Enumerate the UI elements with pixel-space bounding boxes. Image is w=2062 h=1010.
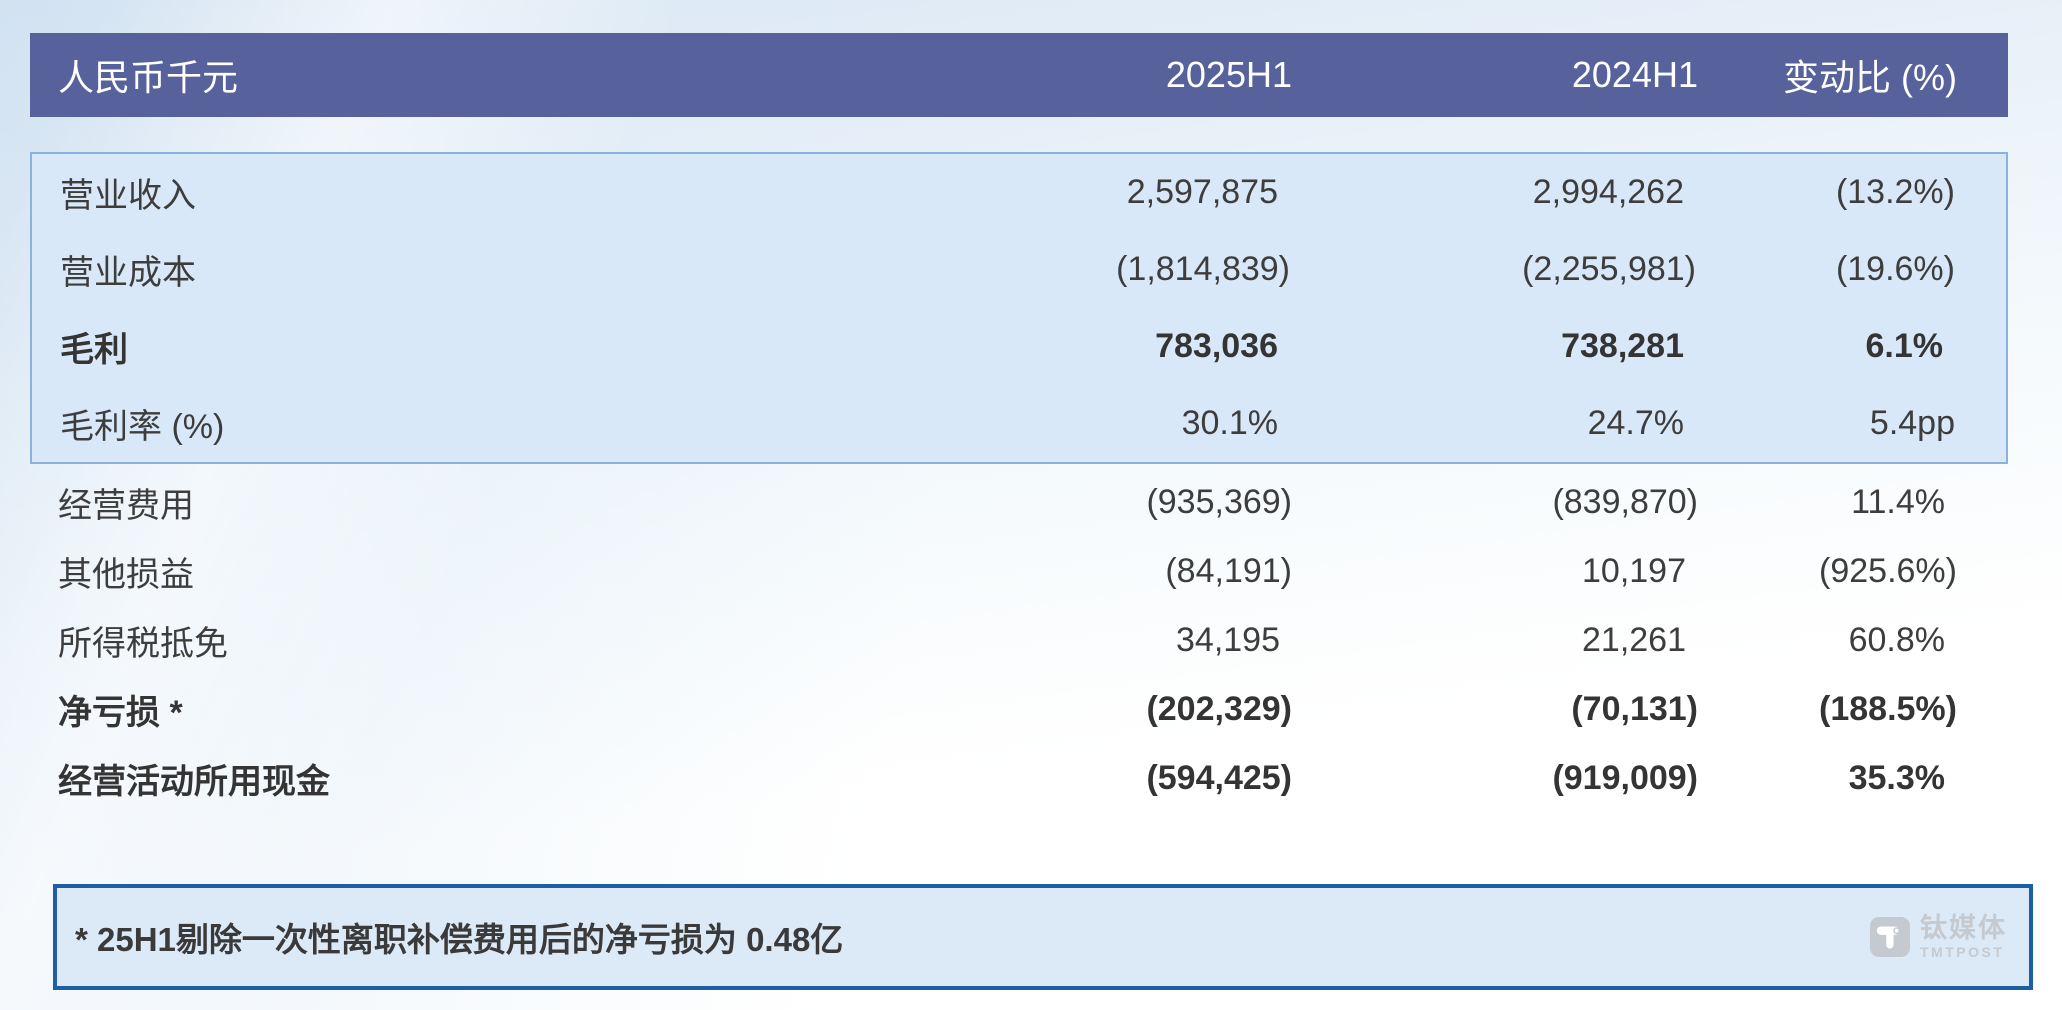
table-body-section: 经营费用 (935,369) (839,870) 11.4% 其他损益 (84,… <box>30 468 2008 813</box>
value-change: 5.4pp <box>1869 404 1955 442</box>
row-label: 经营活动所用现金 <box>58 763 330 801</box>
value-change: (925.6%) <box>1819 552 1957 590</box>
value-2024h1: 21,261 <box>1582 621 1686 659</box>
table-row-other-gains-losses: 其他损益 (84,191) 10,197 (925.6%) <box>30 537 2008 606</box>
value-change: 6.1% <box>1865 327 1944 365</box>
value-2024h1: 738,281 <box>1561 327 1684 365</box>
footnote-box: * 25H1剔除一次性离职补偿费用后的净亏损为 0.48亿 钛媒体 TMTPOS… <box>53 884 2033 990</box>
value-2025h1: 783,036 <box>1155 327 1278 365</box>
column-header-2025h1: 2025H1 <box>1165 54 1292 95</box>
value-change: 35.3% <box>1848 759 1945 797</box>
value-2024h1: 24.7% <box>1587 404 1684 442</box>
value-change: 11.4% <box>1851 483 1945 521</box>
row-label: 所得税抵免 <box>58 625 228 663</box>
value-2024h1: (2,255,981) <box>1522 250 1696 288</box>
value-2024h1: 2,994,262 <box>1532 173 1684 211</box>
table-row-net-loss: 净亏损 * (202,329) (70,131) (188.5%) <box>30 675 2008 744</box>
value-2025h1: 30.1% <box>1181 404 1278 442</box>
value-2024h1: (919,009) <box>1552 759 1698 797</box>
value-2024h1: 10,197 <box>1582 552 1686 590</box>
table-row-revenue: 营业收入 2,597,875 2,994,262 (13.2%) <box>32 154 2006 231</box>
value-2025h1: (202,329) <box>1146 690 1292 728</box>
value-change: (13.2%) <box>1835 173 1955 211</box>
row-label: 净亏损 * <box>58 694 183 732</box>
value-change: (19.6%) <box>1835 250 1955 288</box>
footnote-text: * 25H1剔除一次性离职补偿费用后的净亏损为 0.48亿 <box>75 921 844 958</box>
value-2025h1: (1,814,839) <box>1116 250 1290 288</box>
watermark-text: 钛媒体 TMTPOST <box>1920 913 2007 960</box>
value-2025h1: (84,191) <box>1165 552 1292 590</box>
value-2025h1: (594,425) <box>1146 759 1292 797</box>
unit-label: 人民币千元 <box>58 57 239 98</box>
column-header-2024h1: 2024H1 <box>1571 54 1698 95</box>
row-label: 经营费用 <box>58 487 194 525</box>
value-2024h1: (70,131) <box>1571 690 1698 728</box>
value-change: (188.5%) <box>1819 690 1957 728</box>
table-row-cost: 营业成本 (1,814,839) (2,255,981) (19.6%) <box>32 231 2006 308</box>
table-row-gross-profit: 毛利 783,036 738,281 6.1% <box>32 308 2006 385</box>
row-label: 营业成本 <box>60 254 196 292</box>
tmtpost-watermark: 钛媒体 TMTPOST <box>1870 915 2007 959</box>
column-header-change: 变动比 (%) <box>1783 57 1957 98</box>
value-change: 60.8% <box>1848 621 1945 659</box>
table-header-row: 人民币千元 2025H1 2024H1 变动比 (%) <box>30 33 2008 117</box>
table-row-cash-used-in-operations: 经营活动所用现金 (594,425) (919,009) 35.3% <box>30 744 2008 813</box>
table-row-gross-margin: 毛利率 (%) 30.1% 24.7% 5.4pp <box>32 385 2006 462</box>
table-row-operating-expenses: 经营费用 (935,369) (839,870) 11.4% <box>30 468 2008 537</box>
tmtpost-logo-icon <box>1870 917 1910 957</box>
watermark-cn: 钛媒体 <box>1920 913 2007 943</box>
row-label: 毛利 <box>60 331 128 369</box>
row-label: 营业收入 <box>60 177 196 215</box>
value-2025h1: 2,597,875 <box>1126 173 1278 211</box>
value-2025h1: (935,369) <box>1146 483 1292 521</box>
value-2024h1: (839,870) <box>1552 483 1698 521</box>
value-2025h1: 34,195 <box>1176 621 1280 659</box>
row-label: 毛利率 (%) <box>60 408 225 446</box>
gross-profit-highlight-section: 营业收入 2,597,875 2,994,262 (13.2%) 营业成本 (1… <box>30 152 2008 464</box>
row-label: 其他损益 <box>58 556 194 594</box>
table-row-income-tax-credit: 所得税抵免 34,195 21,261 60.8% <box>30 606 2008 675</box>
watermark-en: TMTPOST <box>1920 944 2005 960</box>
